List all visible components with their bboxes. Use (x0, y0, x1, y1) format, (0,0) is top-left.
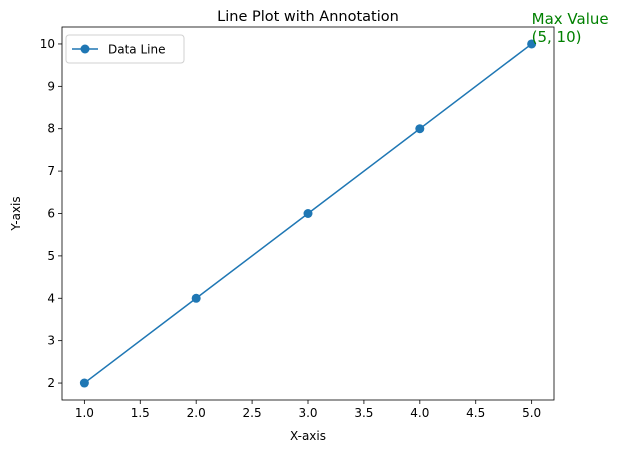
x-tick-label: 4.5 (466, 406, 485, 420)
y-tick-label: 10 (40, 37, 55, 51)
y-tick-label: 9 (47, 79, 55, 93)
chart-title: Line Plot with Annotation (217, 9, 399, 25)
x-tick-label: 1.5 (131, 406, 150, 420)
x-tick-label: 1.0 (75, 406, 94, 420)
legend-marker-swatch (80, 44, 90, 54)
legend: Data Line (65, 34, 185, 64)
y-tick-label: 3 (47, 334, 55, 348)
x-tick-label: 2.5 (243, 406, 262, 420)
y-tick-label: 5 (47, 249, 55, 263)
data-point (303, 209, 313, 218)
x-tick-label: 3.0 (298, 406, 317, 420)
x-tick-label: 5.0 (522, 406, 541, 420)
annotation-label: Max Value (532, 10, 609, 28)
y-tick-label: 8 (47, 122, 55, 136)
y-tick-label: 2 (47, 376, 55, 390)
y-tick-label: 4 (47, 291, 55, 305)
series-layer (79, 39, 537, 388)
data-point (415, 124, 425, 134)
y-axis-ticks: 2 3 4 5 6 7 8 9 10 (40, 37, 62, 390)
x-tick-label: 2.0 (187, 406, 206, 420)
y-tick-label: 7 (47, 164, 55, 178)
x-axis-label: X-axis (290, 429, 326, 443)
y-tick-label: 6 (47, 207, 55, 221)
x-tick-label: 3.5 (354, 406, 373, 420)
data-point (191, 293, 201, 303)
data-point (527, 39, 537, 49)
data-point (79, 378, 89, 388)
y-axis-label: Y-axis (9, 196, 23, 231)
legend-entry-data-line: Data Line (108, 43, 165, 57)
annotation-coordinates: (5, 10) (532, 28, 582, 46)
annotation: Max Value (5, 10) (532, 10, 609, 46)
legend-box (65, 34, 185, 64)
x-axis-ticks: 1.0 1.5 2.0 2.5 3.0 3.5 4.0 4.5 5.0 (75, 400, 541, 420)
x-tick-label: 4.0 (410, 406, 429, 420)
